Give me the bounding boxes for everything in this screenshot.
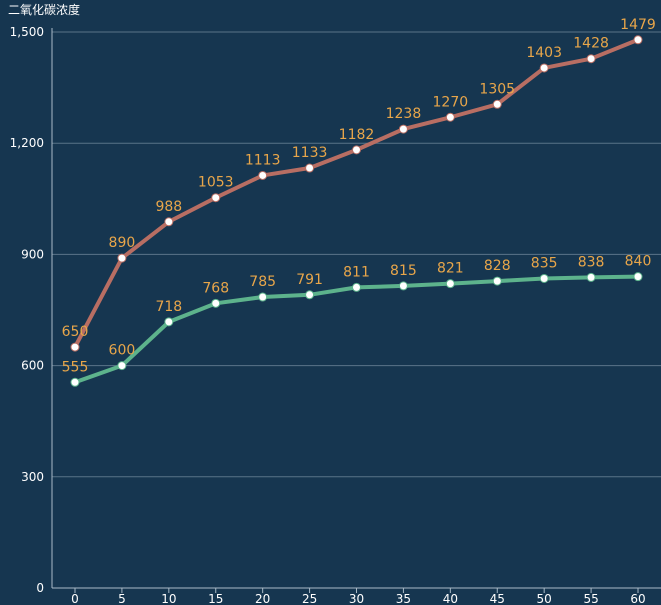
data-point[interactable] [633, 35, 643, 45]
series-line-2 [73, 274, 640, 385]
data-point[interactable] [117, 253, 127, 263]
y-tick-label: 300 [21, 470, 44, 484]
data-point[interactable] [117, 361, 127, 371]
data-label: 1479 [620, 17, 656, 33]
y-tick-label: 600 [21, 359, 44, 373]
data-label: 1238 [386, 106, 422, 122]
data-label: 1270 [433, 94, 469, 110]
data-point[interactable] [539, 273, 549, 283]
data-point[interactable] [398, 124, 408, 134]
data-label: 600 [109, 343, 136, 359]
x-tick-label: 0 [71, 592, 79, 605]
data-point[interactable] [164, 317, 174, 327]
data-point[interactable] [445, 279, 455, 289]
data-label: 838 [578, 254, 605, 270]
axes: 0 300 600 900 1,200 1,500 0 5 10 15 20 25 30 35 40 45 50… [10, 25, 661, 605]
data-label: 718 [155, 299, 182, 315]
x-tick-label: 55 [583, 592, 598, 605]
data-point[interactable] [211, 193, 221, 203]
y-tick-label: 1,500 [10, 25, 44, 39]
data-point[interactable] [352, 282, 361, 292]
data-label: 1113 [245, 152, 281, 168]
data-point[interactable] [70, 342, 80, 352]
data-point[interactable] [492, 276, 502, 286]
data-labels: 650 890 988 1053 1113 1133 1182 1238 1270 1305 140… [62, 17, 656, 375]
data-label: 811 [343, 264, 370, 280]
data-label: 835 [531, 255, 558, 271]
data-point[interactable] [539, 63, 549, 73]
data-label: 650 [62, 324, 89, 340]
x-tick-label: 25 [302, 592, 317, 605]
data-label: 1305 [479, 81, 515, 97]
data-point[interactable] [445, 112, 455, 122]
x-tick-label: 5 [118, 592, 126, 605]
data-label: 828 [484, 258, 511, 274]
data-label: 555 [62, 359, 89, 375]
x-tick-label: 60 [630, 592, 645, 605]
x-tick-label: 40 [443, 592, 458, 605]
data-point[interactable] [258, 170, 268, 180]
data-label: 1428 [573, 36, 609, 52]
data-point[interactable] [492, 99, 502, 109]
data-point[interactable] [305, 290, 315, 300]
data-label: 815 [390, 263, 417, 279]
data-point[interactable] [70, 377, 80, 387]
data-point[interactable] [633, 272, 643, 282]
data-point[interactable] [305, 163, 315, 173]
data-point[interactable] [211, 298, 221, 308]
x-tick-label: 20 [255, 592, 270, 605]
data-label: 785 [249, 274, 276, 290]
x-tick-label: 35 [396, 592, 411, 605]
x-tick-label: 50 [537, 592, 552, 605]
data-label: 988 [155, 199, 182, 215]
x-tick-label: 45 [490, 592, 505, 605]
data-label: 1133 [292, 145, 328, 161]
y-tick-label: 900 [21, 247, 44, 261]
y-axis-title: 二氧化碳浓度 [8, 2, 80, 17]
x-tick-label: 15 [208, 592, 223, 605]
data-point[interactable] [352, 145, 361, 155]
data-label: 768 [202, 280, 229, 296]
data-point[interactable] [398, 281, 408, 291]
data-label: 821 [437, 261, 464, 277]
grid [52, 31, 661, 478]
data-label: 890 [109, 235, 136, 251]
watermark [12, 582, 15, 592]
data-label: 1403 [526, 45, 562, 61]
series-layer [70, 35, 643, 387]
x-tick-label: 30 [349, 592, 364, 605]
data-point[interactable] [586, 272, 596, 282]
data-label: 1053 [198, 175, 234, 191]
data-label: 840 [625, 254, 652, 270]
data-point[interactable] [258, 292, 268, 302]
x-tick-label: 10 [161, 592, 176, 605]
y-tick-label: 1,200 [10, 136, 44, 150]
data-label: 791 [296, 272, 323, 288]
data-point[interactable] [164, 217, 174, 227]
y-tick-label: 0 [36, 581, 44, 595]
data-point[interactable] [586, 54, 596, 64]
data-label: 1182 [339, 127, 375, 143]
